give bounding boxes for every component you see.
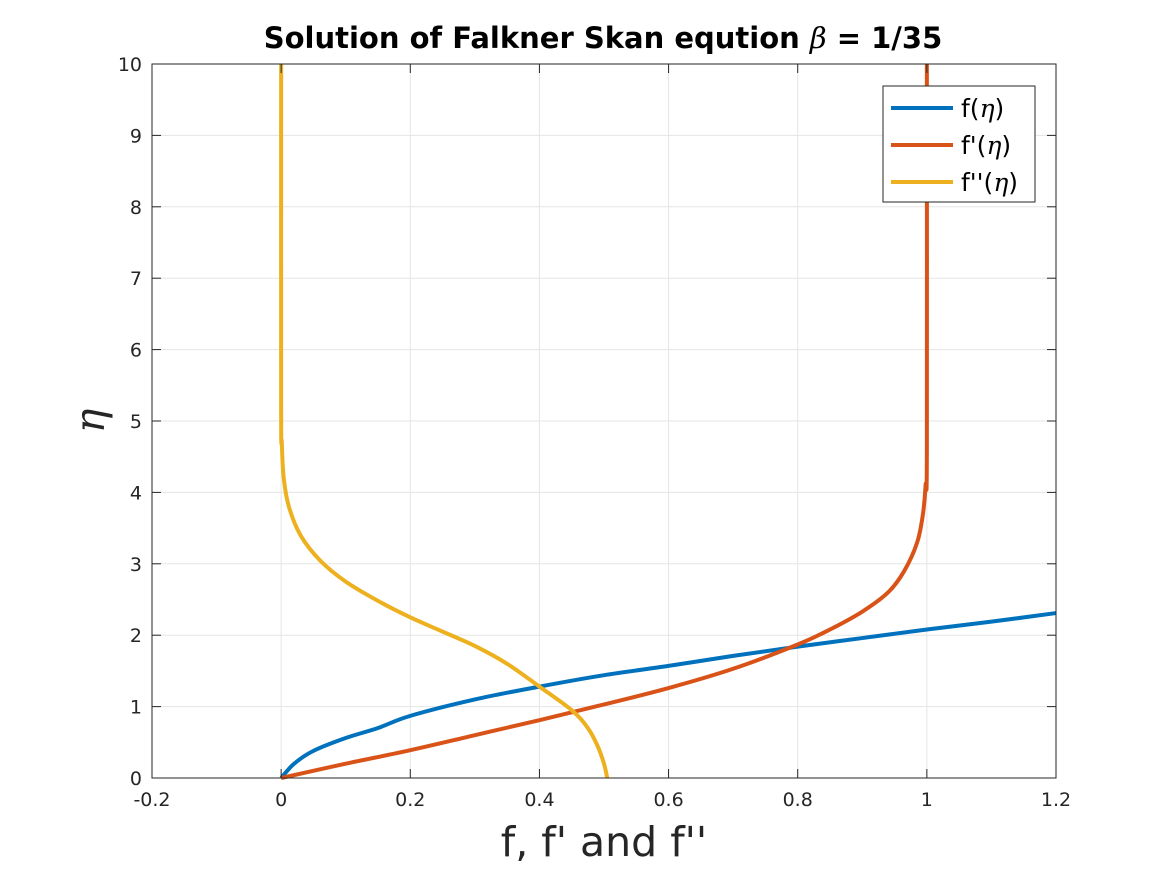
x-tick-label: 1.2	[1041, 789, 1071, 811]
y-tick-label: 6	[130, 340, 142, 362]
legend-label-text: f'(	[961, 131, 986, 160]
x-tick-label: 1	[921, 789, 933, 811]
x-tick-label: 0.4	[524, 789, 554, 811]
chart-title-suffix: = 1/35	[827, 21, 943, 55]
series-line-3	[279, 63, 610, 779]
legend-label-close: )	[1008, 168, 1018, 197]
legend: f(η)f'(η)f''(η)	[882, 85, 1036, 203]
legend-label-close: )	[995, 94, 1005, 123]
legend-label-text: f(	[961, 94, 980, 123]
y-tick-label: 8	[130, 197, 142, 219]
y-tick-labels: 0 1 2 3 4 5 6 7 8 9 10	[118, 54, 142, 790]
x-tick-label: -0.2	[133, 789, 170, 811]
chart-title-symbol: β	[809, 21, 827, 55]
y-tick-label: 1	[130, 697, 142, 719]
series-layer	[279, 63, 1057, 780]
y-axis-label: η	[66, 408, 114, 433]
legend-label-3: f''(η)	[961, 168, 1018, 197]
series-line-1	[279, 611, 1057, 780]
x-tick-labels: -0.2 0 0.2 0.4 0.6 0.8 1 1.2	[133, 789, 1071, 811]
legend-label-1: f(η)	[961, 94, 1004, 123]
x-axis-label: f, f' and f''	[501, 818, 707, 866]
legend-label-text: f''(	[961, 168, 993, 197]
ticks	[151, 63, 1057, 779]
y-tick-label: 3	[130, 554, 142, 576]
x-tick-label: 0	[275, 789, 287, 811]
x-tick-label: 0.8	[783, 789, 813, 811]
y-tick-label: 4	[130, 482, 142, 504]
legend-label-symbol: η	[980, 94, 995, 123]
y-tick-label: 2	[130, 625, 142, 647]
x-tick-label: 0.2	[395, 789, 425, 811]
legend-label-symbol: η	[986, 131, 1001, 160]
x-tick-label: 0.6	[653, 789, 683, 811]
legend-label-close: )	[1001, 131, 1011, 160]
chart-title: Solution of Falkner Skan eqution β = 1/3…	[264, 21, 943, 55]
series-line-2	[280, 63, 929, 780]
legend-label-symbol: η	[993, 168, 1008, 197]
y-tick-label: 9	[130, 125, 142, 147]
y-tick-label: 0	[130, 768, 142, 790]
legend-label-2: f'(η)	[961, 131, 1011, 160]
chart-title-prefix: Solution of Falkner Skan eqution	[264, 21, 810, 55]
y-tick-label: 10	[118, 54, 142, 76]
y-tick-label: 7	[130, 268, 142, 290]
y-tick-label: 5	[130, 411, 142, 433]
